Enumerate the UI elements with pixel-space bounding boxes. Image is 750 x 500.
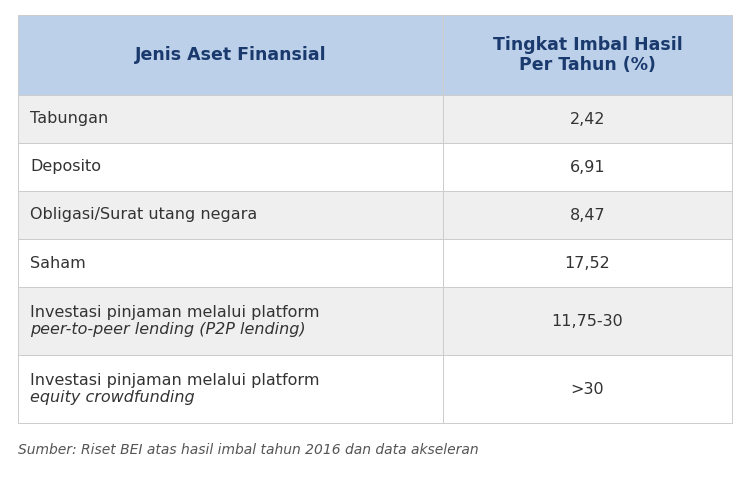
Bar [18, 287, 442, 355]
Bar [18, 355, 442, 423]
Bar [442, 191, 732, 239]
Text: Deposito: Deposito [30, 160, 101, 174]
Text: 11,75-30: 11,75-30 [551, 314, 623, 328]
Text: Tabungan: Tabungan [30, 112, 108, 126]
Text: Jenis Aset Finansial: Jenis Aset Finansial [134, 46, 326, 64]
Text: Investasi pinjaman melalui platform: Investasi pinjaman melalui platform [30, 373, 320, 388]
Bar [18, 143, 442, 191]
Text: equity crowdfunding: equity crowdfunding [30, 390, 195, 405]
Text: Sumber: Riset BEI atas hasil imbal tahun 2016 dan data akseleran: Sumber: Riset BEI atas hasil imbal tahun… [18, 443, 478, 457]
Text: 6,91: 6,91 [569, 160, 605, 174]
Text: Saham: Saham [30, 256, 86, 270]
Bar [442, 143, 732, 191]
Text: 2,42: 2,42 [570, 112, 605, 126]
Text: Investasi pinjaman melalui platform: Investasi pinjaman melalui platform [30, 305, 320, 320]
Text: 8,47: 8,47 [569, 208, 605, 222]
Bar [442, 15, 732, 95]
Text: Obligasi/Surat utang negara: Obligasi/Surat utang negara [30, 208, 257, 222]
Text: Tingkat Imbal Hasil
Per Tahun (%): Tingkat Imbal Hasil Per Tahun (%) [493, 36, 682, 74]
Bar [442, 95, 732, 143]
Bar [442, 355, 732, 423]
Bar [442, 287, 732, 355]
Bar [18, 15, 442, 95]
Text: peer-to-peer lending (P2P lending): peer-to-peer lending (P2P lending) [30, 322, 306, 337]
Bar [442, 239, 732, 287]
Bar [18, 239, 442, 287]
Bar [18, 95, 442, 143]
Text: 17,52: 17,52 [565, 256, 610, 270]
Bar [18, 191, 442, 239]
Text: >30: >30 [571, 382, 604, 396]
